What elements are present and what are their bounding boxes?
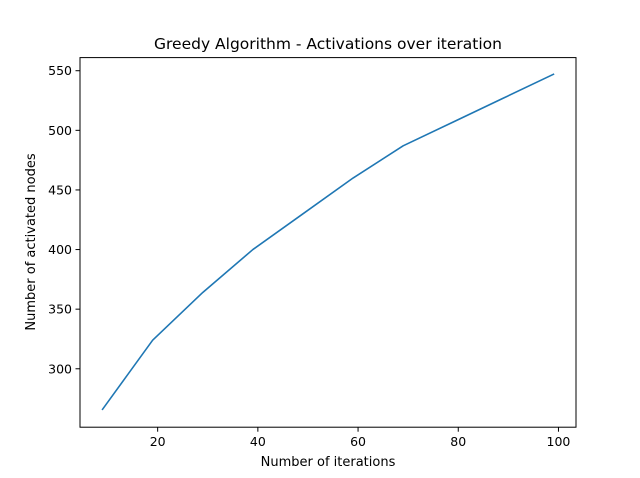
y-tick-label: 350 bbox=[48, 302, 72, 317]
y-tick-label: 550 bbox=[48, 63, 72, 78]
x-tick-label: 20 bbox=[150, 434, 166, 449]
y-tick-label: 300 bbox=[48, 361, 72, 376]
chart-title: Greedy Algorithm - Activations over iter… bbox=[154, 35, 502, 53]
x-tick-label: 80 bbox=[450, 434, 466, 449]
y-tick-label: 450 bbox=[48, 182, 72, 197]
x-axis: 20 40 60 80 100 bbox=[150, 427, 571, 449]
x-tick-label: 40 bbox=[250, 434, 266, 449]
y-axis: 300 350 400 450 500 550 bbox=[48, 63, 80, 376]
series-line-activations bbox=[101, 73, 555, 411]
y-tick-label: 400 bbox=[48, 242, 72, 257]
y-axis-label: Number of activated nodes bbox=[24, 153, 39, 330]
y-tick-label: 500 bbox=[48, 123, 72, 138]
x-tick-label: 60 bbox=[350, 434, 366, 449]
plot-content bbox=[101, 73, 555, 411]
x-tick-label: 100 bbox=[547, 434, 571, 449]
plot-frame bbox=[79, 57, 577, 428]
x-axis-label: Number of iterations bbox=[261, 455, 396, 470]
